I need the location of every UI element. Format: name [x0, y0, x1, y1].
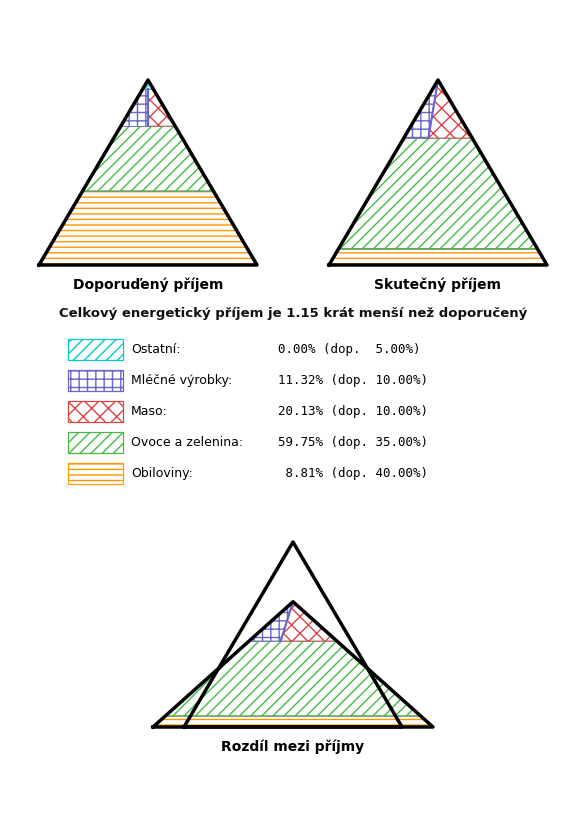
Text: Doporuďený příjem: Doporuďený příjem — [73, 277, 223, 292]
FancyBboxPatch shape — [68, 400, 123, 422]
Text: Obiloviny:: Obiloviny: — [131, 467, 193, 480]
Text: Rozdíl mezi příjmy: Rozdíl mezi příjmy — [222, 739, 364, 753]
Polygon shape — [249, 602, 293, 641]
Text: 8.81% (dop. 40.00%): 8.81% (dop. 40.00%) — [278, 467, 428, 480]
Text: 20.13% (dop. 10.00%): 20.13% (dop. 10.00%) — [278, 404, 428, 417]
FancyBboxPatch shape — [68, 369, 123, 391]
Polygon shape — [428, 80, 472, 138]
Polygon shape — [329, 248, 547, 265]
Text: Ovoce a zelenina:: Ovoce a zelenina: — [131, 435, 243, 449]
Text: Skutečný příjem: Skutečný příjem — [374, 277, 502, 292]
Polygon shape — [165, 641, 421, 716]
Polygon shape — [83, 127, 213, 191]
Polygon shape — [142, 80, 154, 89]
Polygon shape — [148, 89, 175, 127]
FancyBboxPatch shape — [68, 462, 123, 484]
Polygon shape — [339, 138, 537, 248]
Polygon shape — [121, 89, 148, 127]
Polygon shape — [281, 602, 337, 641]
Text: 11.32% (dop. 10.00%): 11.32% (dop. 10.00%) — [278, 373, 428, 386]
Polygon shape — [153, 716, 433, 727]
Polygon shape — [39, 191, 257, 265]
Text: Maso:: Maso: — [131, 404, 168, 417]
Text: 59.75% (dop. 35.00%): 59.75% (dop. 35.00%) — [278, 435, 428, 449]
Text: Mléčné výrobky:: Mléčné výrobky: — [131, 373, 232, 386]
Text: Celkový energetický příjem je 1.15 krát menší než doporučený: Celkový energetický příjem je 1.15 krát … — [59, 307, 527, 320]
FancyBboxPatch shape — [68, 431, 123, 453]
Polygon shape — [404, 80, 438, 138]
FancyBboxPatch shape — [68, 338, 123, 359]
Text: 0.00% (dop.  5.00%): 0.00% (dop. 5.00%) — [278, 342, 421, 355]
Text: Ostatní:: Ostatní: — [131, 342, 180, 355]
